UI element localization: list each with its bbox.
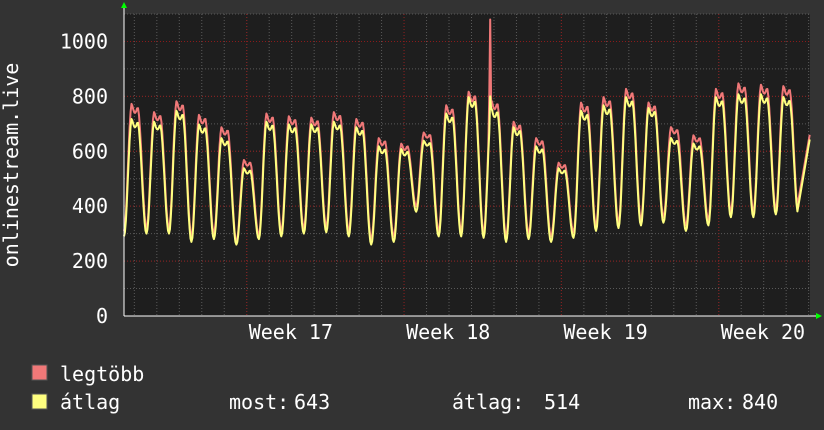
y-axis-label: onlinestream.live — [0, 63, 23, 268]
legend-swatch-atlag — [31, 393, 48, 410]
y-axis-arrow-icon — [121, 2, 127, 8]
legend: legtöbb átlag most: 643 átlag: 514 max: … — [31, 362, 778, 414]
stat-current-value: 643 — [294, 390, 330, 414]
x-tick-label: Week 18 — [406, 320, 490, 344]
y-tick-label: 800 — [72, 84, 108, 108]
stat-max-value: 840 — [742, 390, 778, 414]
x-tick-label: Week 20 — [721, 320, 805, 344]
series-line-atlag — [123, 93, 811, 246]
axes — [121, 2, 822, 319]
legend-label-atlag: átlag — [60, 390, 120, 414]
stat-current-label: most: — [229, 390, 289, 414]
y-tick-label: 0 — [96, 304, 108, 328]
y-tick-label: 1000 — [60, 29, 108, 53]
x-tick-label: Week 17 — [249, 320, 333, 344]
plot-area — [124, 14, 810, 316]
y-tick-label: 200 — [72, 249, 108, 273]
y-tick-label: 600 — [72, 139, 108, 163]
series-layer — [123, 18, 811, 246]
y-tick-labels: 0 200 400 600 800 1000 — [60, 29, 108, 328]
stat-average-label: átlag: — [452, 390, 524, 414]
x-axis-arrow-icon — [816, 313, 822, 319]
stat-average-value: 514 — [544, 390, 580, 414]
x-tick-label: Week 19 — [563, 320, 647, 344]
stat-max-label: max: — [688, 390, 736, 414]
legend-swatch-legtobb — [31, 364, 48, 381]
legend-label-legtobb: legtöbb — [60, 362, 144, 386]
y-tick-label: 400 — [72, 194, 108, 218]
